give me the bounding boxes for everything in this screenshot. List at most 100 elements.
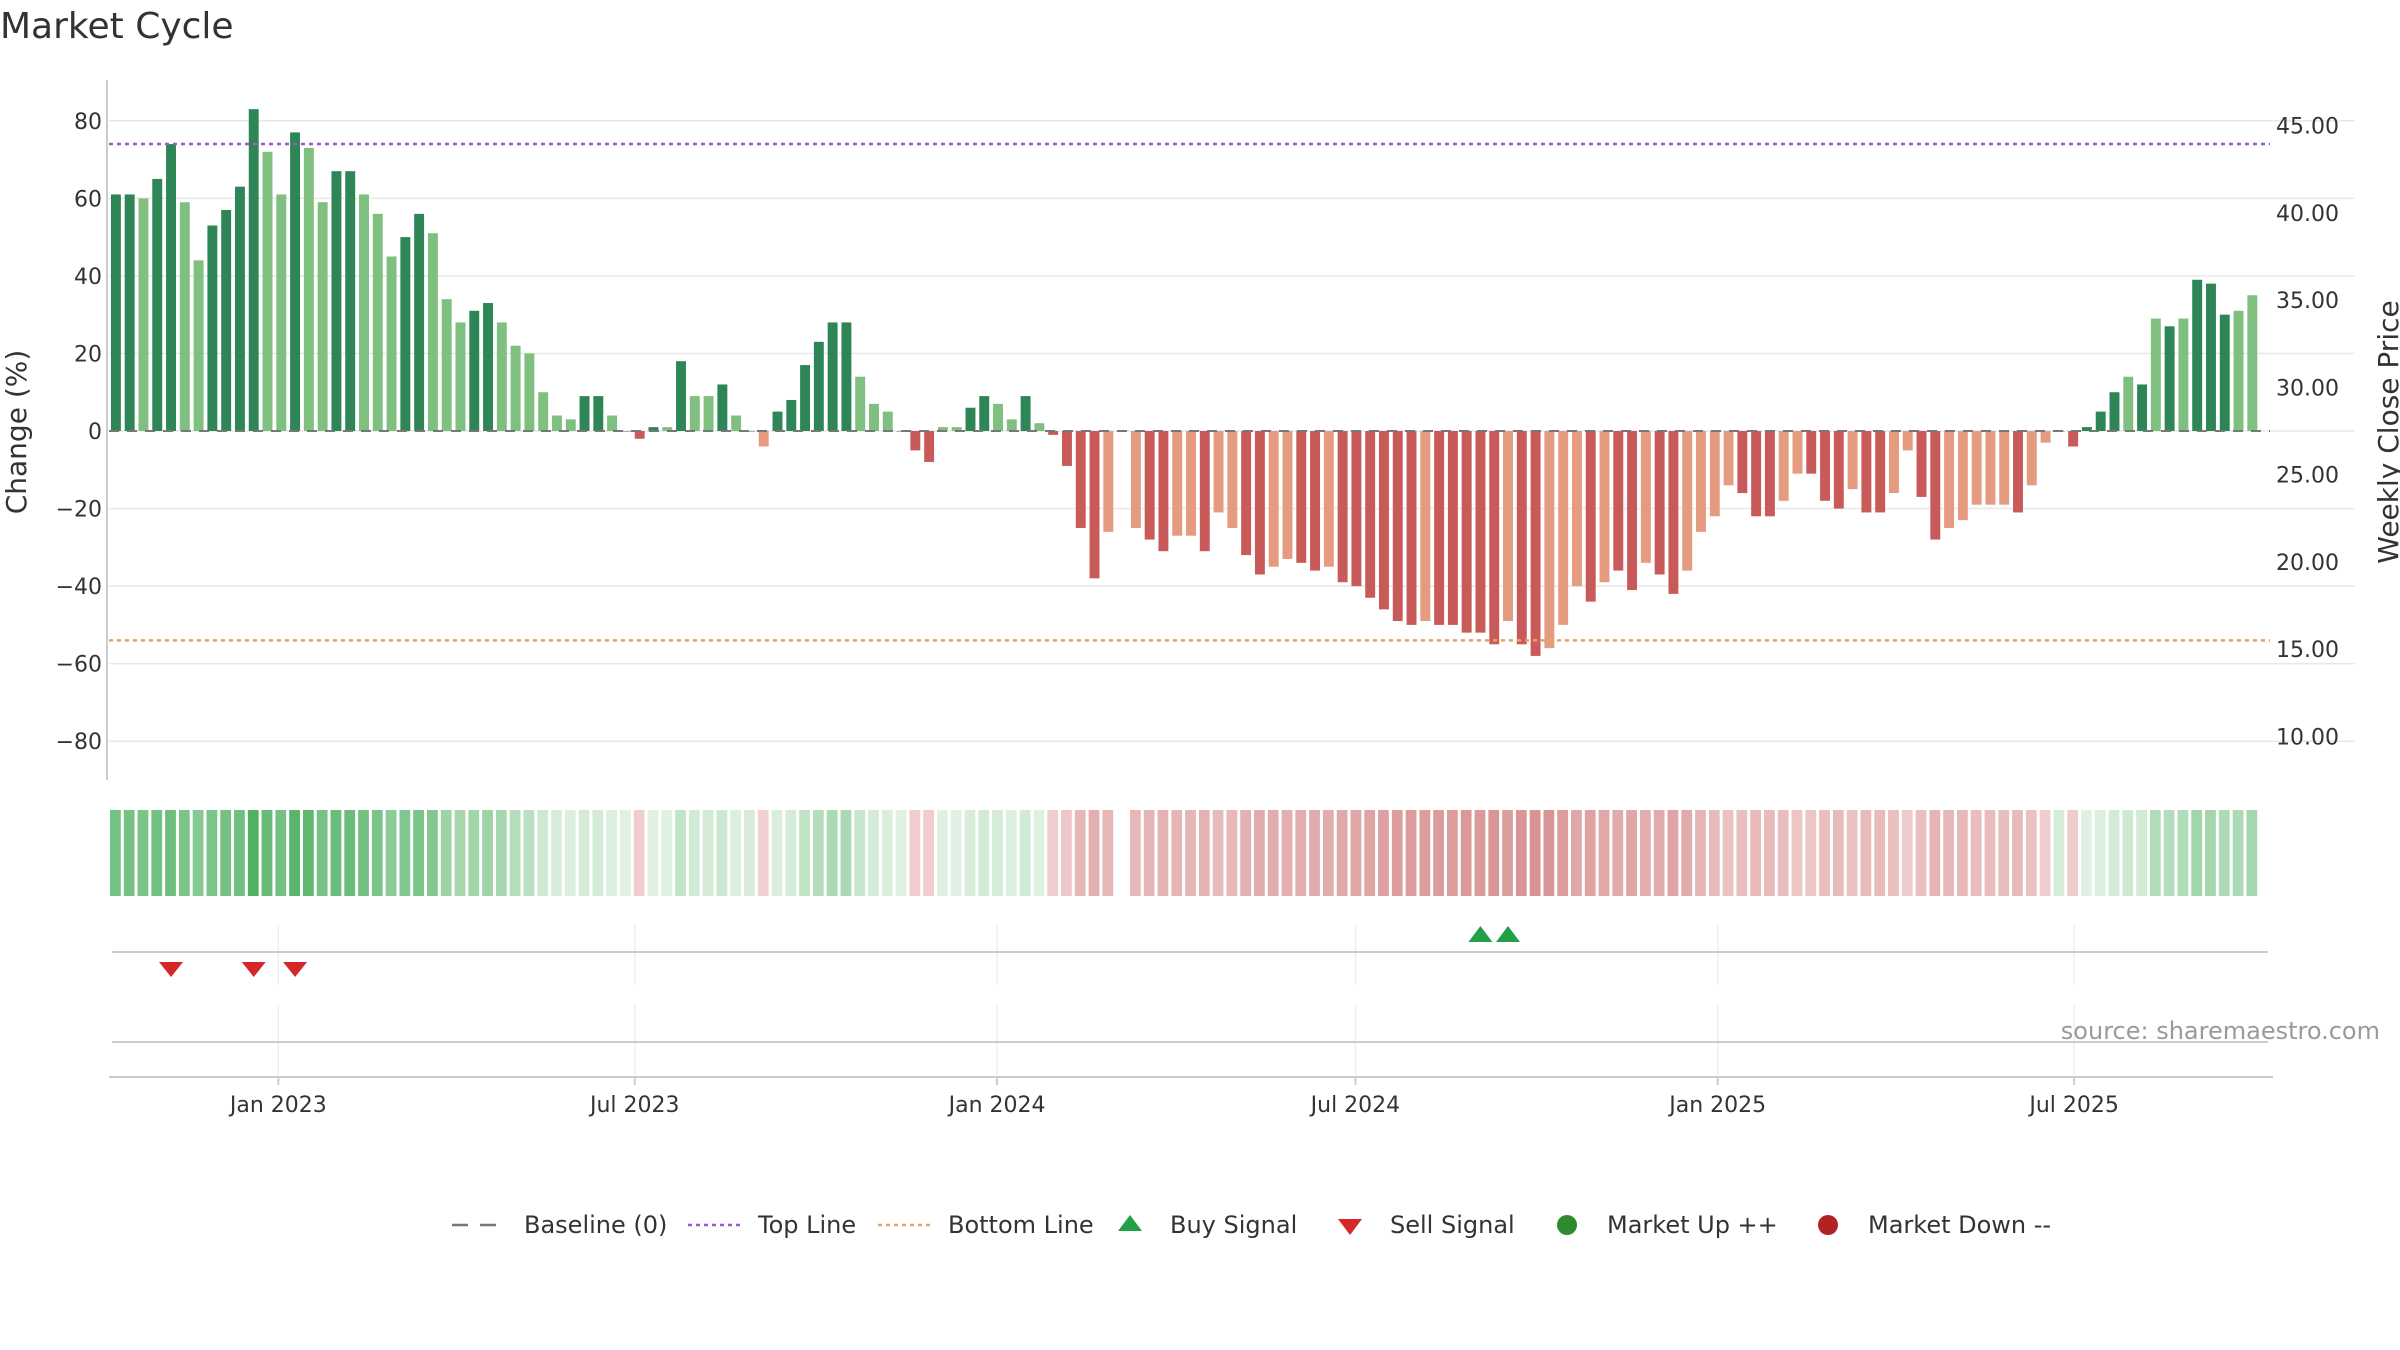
bar <box>1130 431 1141 528</box>
heat-cell <box>1653 810 1665 896</box>
heat-cell <box>1557 810 1569 896</box>
bar <box>1268 431 1279 567</box>
bar <box>1516 431 1527 645</box>
y2-axis-title: Weekly Close Price <box>2372 300 2400 563</box>
heat-cell <box>1185 810 1196 896</box>
heat-cell <box>1819 810 1830 896</box>
bar <box>772 411 783 431</box>
bar <box>717 384 728 431</box>
heat-cell <box>1626 810 1637 896</box>
legend-symbol <box>1338 1219 1362 1235</box>
reference-lines <box>109 142 2270 642</box>
legend-item-bottom: Bottom Line <box>878 1211 1094 1239</box>
heat-cell <box>854 810 866 896</box>
y2-tick-label: 35.00 <box>2276 289 2339 314</box>
signal-panel <box>112 925 2268 1075</box>
heat-cell <box>675 810 686 896</box>
heat-cell <box>261 810 273 896</box>
heat-cell <box>137 810 149 896</box>
heat-cell <box>1033 810 1045 896</box>
heat-cell <box>1970 810 1982 896</box>
x-tick-label: Jul 2023 <box>588 1093 680 1118</box>
bar <box>1571 431 1582 587</box>
heat-cell <box>1764 810 1775 896</box>
bar <box>662 427 673 431</box>
bar <box>345 171 356 431</box>
bar <box>1241 431 1252 556</box>
heat-cell <box>909 810 921 896</box>
bar <box>1186 431 1196 536</box>
bar <box>2233 310 2244 431</box>
x-tick-label: Jul 2024 <box>1309 1093 1401 1118</box>
heat-cell <box>2163 810 2175 896</box>
bar <box>1420 431 1431 622</box>
heat-cell <box>661 810 673 896</box>
heat-cell <box>1212 810 1224 896</box>
bar <box>551 415 562 431</box>
bar <box>786 399 797 431</box>
buy-signal-marker <box>1496 926 1521 942</box>
heat-cell <box>1515 810 1527 896</box>
bar <box>317 202 328 431</box>
heat-cell <box>1502 810 1513 896</box>
bar <box>2219 314 2230 431</box>
heatmap-strip <box>110 810 2258 896</box>
y-tick-label: 80 <box>74 110 102 135</box>
heat-cell <box>785 810 797 896</box>
legend-label: Top Line <box>757 1211 856 1239</box>
bar <box>620 431 631 432</box>
bar <box>703 396 714 431</box>
bar <box>290 132 301 431</box>
heat-cell <box>289 810 300 896</box>
bar <box>1696 431 1706 532</box>
bars <box>110 109 2258 656</box>
bar <box>2026 431 2037 486</box>
bar <box>1254 431 1265 575</box>
bar <box>152 178 163 431</box>
heat-cell <box>964 810 976 896</box>
bar <box>1778 431 1789 501</box>
bar <box>676 361 686 431</box>
heat-cell <box>1405 810 1417 896</box>
bar <box>1875 431 1886 513</box>
heat-cell <box>537 810 549 896</box>
bar <box>1861 431 1872 513</box>
bar <box>524 353 535 431</box>
bar <box>1199 431 1210 552</box>
heat-cell <box>1488 810 1500 896</box>
bar <box>1957 431 1968 521</box>
bar <box>1530 431 1541 656</box>
heat-cell <box>2149 810 2161 896</box>
heat-cell <box>1543 810 1555 896</box>
heat-cell <box>358 810 369 896</box>
y2-tick-label: 25.00 <box>2276 464 2339 489</box>
bar <box>979 396 990 431</box>
heat-cell <box>1336 810 1348 896</box>
bar <box>496 322 507 431</box>
bar <box>193 260 204 431</box>
heat-cell <box>1722 810 1734 896</box>
heat-cell <box>1364 810 1376 896</box>
heat-cell <box>950 810 962 896</box>
bar <box>855 376 866 431</box>
heat-cell <box>1019 810 1031 896</box>
heat-cell <box>1860 810 1872 896</box>
bar <box>910 431 921 451</box>
bar <box>400 237 411 431</box>
legend: Baseline (0) Top Line Bottom Line Buy Signa… <box>452 1211 2051 1239</box>
heat-cell <box>619 810 631 896</box>
bar <box>262 151 273 432</box>
heat-cell <box>1943 810 1954 896</box>
bar <box>414 213 425 431</box>
heat-cell <box>1129 810 1141 896</box>
bar <box>1006 419 1017 431</box>
heat-cell <box>1350 810 1362 896</box>
heat-cell <box>2012 810 2023 896</box>
bar <box>1310 431 1321 571</box>
y2-tick-label: 15.00 <box>2276 638 2339 663</box>
legend-item-top: Top Line <box>688 1211 856 1239</box>
bar <box>1902 431 1913 451</box>
bar <box>1971 431 1982 505</box>
heat-cell <box>1612 810 1624 896</box>
heat-cell <box>192 810 204 896</box>
